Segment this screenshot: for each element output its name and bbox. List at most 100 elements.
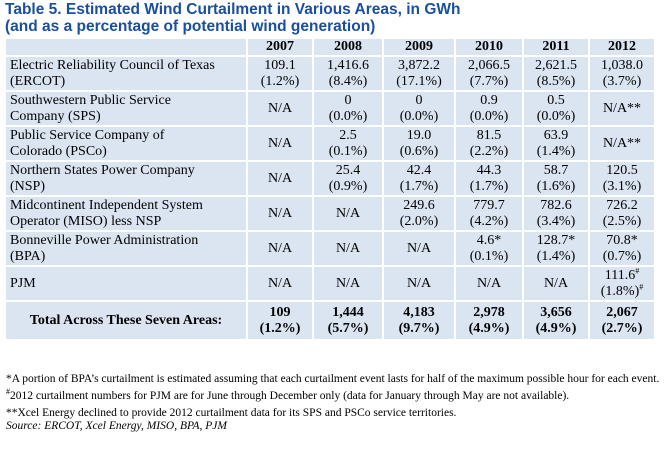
gwh-value: N/A	[543, 275, 569, 291]
value-cell: N/A	[522, 265, 590, 302]
value-cell: N/A	[312, 195, 384, 232]
total-percent-value: (9.7%)	[398, 320, 440, 336]
gwh-value: N/A	[335, 205, 361, 221]
value-cell: 1,416.6 (8.4%)	[312, 55, 384, 92]
value-cell: 19.0 (0.6%)	[382, 125, 456, 162]
value-cell: 2,066.5 (7.7%)	[454, 55, 524, 92]
percent-value: (0.0%)	[469, 108, 509, 124]
year-header: 2009	[382, 37, 456, 57]
year-header: 2008	[312, 37, 384, 57]
percent-value: (0.7%)	[602, 248, 642, 264]
gwh-value: 63.9	[543, 127, 569, 143]
gwh-value: N/A	[335, 240, 361, 256]
percent-value: (7.7%)	[469, 73, 509, 89]
footnote-pjm-mark: #	[6, 387, 10, 397]
value-cell: 779.7 (4.2%)	[454, 195, 524, 232]
percent-value: (1.4%)	[536, 248, 576, 264]
value-cell: 782.6 (3.4%)	[522, 195, 590, 232]
gwh-value: 4.6*	[476, 232, 502, 248]
value-cell: N/A	[312, 265, 384, 302]
area-name-line: Colorado (PSCo)	[10, 143, 107, 159]
total-gwh-value: 2,978	[473, 304, 505, 320]
total-row: Total Across These Seven Areas: 109 (1.2%)…	[4, 300, 656, 341]
percent-value: (0.9%)	[328, 178, 368, 194]
area-name-cell: PJM	[4, 265, 248, 302]
area-name-cell: Bonneville Power Administration (BPA)	[4, 230, 248, 267]
table-row: Public Service Company of Colorado (PSCo)…	[4, 125, 656, 162]
area-name-line: Electric Reliability Council of Texas	[10, 57, 215, 73]
area-name-line: Public Service Company of	[10, 127, 165, 143]
gwh-value: 3,872.2	[398, 57, 440, 73]
value-cell: N/A**	[588, 90, 656, 127]
gwh-value: 2,066.5	[468, 57, 510, 73]
total-value-cell: 109 (1.2%)	[246, 300, 314, 341]
gwh-value: 70.8*	[606, 232, 638, 248]
table-row: Electric Reliability Council of Texas (ER…	[4, 55, 656, 92]
table-notes: *A portion of BPA’s curtailment is estim…	[6, 373, 666, 433]
gwh-value: 42.4	[406, 162, 432, 178]
area-name-line: Company (SPS)	[10, 108, 101, 124]
gwh-value: N/A	[267, 170, 293, 186]
value-cell: N/A	[246, 125, 314, 162]
value-cell: N/A	[246, 160, 314, 197]
value-cell: 70.8* (0.7%)	[588, 230, 656, 267]
gwh-value: 58.7	[543, 162, 569, 178]
percent-value: (3.4%)	[536, 213, 576, 229]
value-cell: N/A	[246, 195, 314, 232]
value-cell: 2,621.5 (8.5%)	[522, 55, 590, 92]
percent-value: (1.4%)	[536, 143, 576, 159]
area-name-line: Operator (MISO) less NSP	[10, 213, 162, 229]
value-cell: 726.2 (2.5%)	[588, 195, 656, 232]
table-row: PJM N/A N/A N/A N/A N/A 111.6# (1.8%)#	[4, 265, 656, 302]
gwh-value: 0	[415, 92, 423, 108]
gwh-value: 19.0	[406, 127, 432, 143]
value-cell: 2.5 (0.1%)	[312, 125, 384, 162]
value-cell: 1,038.0 (3.7%)	[588, 55, 656, 92]
value-cell: 249.6 (2.0%)	[382, 195, 456, 232]
year-header: 2012	[588, 37, 656, 57]
percent-value: (0.1%)	[469, 248, 509, 264]
percent-value: (1.7%)	[399, 178, 439, 194]
area-name-cell: Northern States Power Company (NSP)	[4, 160, 248, 197]
table-row: Northern States Power Company (NSP) N/A 25.…	[4, 160, 656, 197]
gwh-value: 0.9	[480, 92, 498, 108]
total-value-cell: 2,067 (2.7%)	[588, 300, 656, 341]
percent-value: (0.0%)	[399, 108, 439, 124]
gwh-value: N/A	[267, 275, 293, 291]
percent-value: (0.0%)	[536, 108, 576, 124]
area-name-line: Northern States Power Company	[10, 162, 195, 178]
percent-value: (8.4%)	[328, 73, 368, 89]
footnote-pjm: #2012 curtailment numbers for PJM are fo…	[6, 387, 666, 403]
percent-value: (1.8%)#	[600, 281, 644, 299]
value-cell: 0 (0.0%)	[312, 90, 384, 127]
table-row: Bonneville Power Administration (BPA) N/A N…	[4, 230, 656, 267]
gwh-value: 44.3	[476, 162, 502, 178]
year-header: 2010	[454, 37, 524, 57]
total-gwh-value: 4,183	[403, 304, 435, 320]
total-value-cell: 4,183 (9.7%)	[382, 300, 456, 341]
total-value-cell: 1,444 (5.7%)	[312, 300, 384, 341]
total-value-cell: 3,656 (4.9%)	[522, 300, 590, 341]
gwh-value: 1,416.6	[327, 57, 369, 73]
total-percent-value: (4.9%)	[535, 320, 577, 336]
total-gwh-value: 2,067	[606, 304, 638, 320]
total-percent-value: (2.7%)	[601, 320, 643, 336]
percent-value: (1.6%)	[536, 178, 576, 194]
value-cell: 111.6# (1.8%)#	[588, 265, 656, 302]
total-value-cell: 2,978 (4.9%)	[454, 300, 524, 341]
gwh-value: 120.5	[606, 162, 638, 178]
value-cell: N/A	[382, 230, 456, 267]
percent-value: (0.0%)	[328, 108, 368, 124]
gwh-value: N/A**	[602, 135, 642, 151]
total-gwh-value: 1,444	[332, 304, 364, 320]
gwh-value: N/A**	[602, 100, 642, 116]
value-cell: N/A	[454, 265, 524, 302]
footnote-xcel: **Xcel Energy declined to provide 2012 c…	[6, 407, 457, 419]
wind-curtailment-table: 2007 2008 2009 2010 2011 2012 Electric R…	[4, 37, 656, 341]
gwh-value: 0.5	[547, 92, 565, 108]
total-percent-value: (4.9%)	[468, 320, 510, 336]
gwh-value: N/A	[267, 100, 293, 116]
area-name-line: (NSP)	[10, 178, 46, 194]
value-cell: N/A	[246, 90, 314, 127]
value-cell: N/A**	[588, 125, 656, 162]
